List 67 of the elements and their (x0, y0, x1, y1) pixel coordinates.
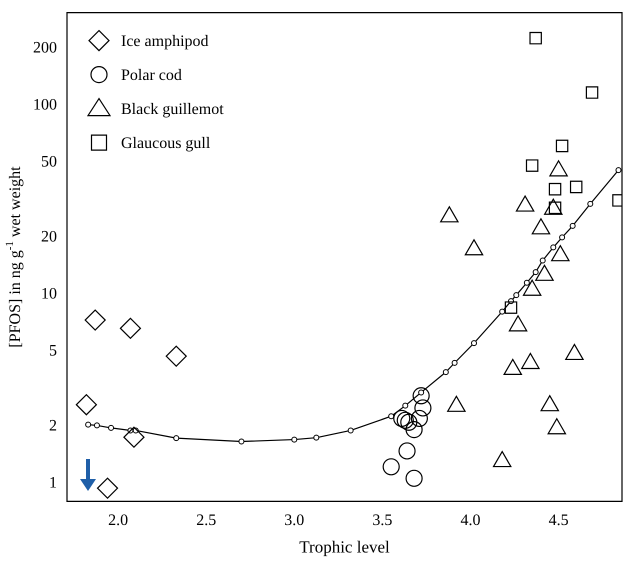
x-tick-label: 2.0 (108, 512, 128, 530)
y-tick-label: 100 (33, 96, 57, 114)
point (398, 442, 416, 460)
point (173, 435, 180, 442)
point (84, 309, 106, 331)
point (348, 427, 354, 434)
point (524, 280, 530, 286)
point (532, 269, 539, 276)
y-tick-label: 10 (41, 285, 57, 302)
point (559, 234, 566, 240)
legend-label: Ice amphipod (121, 32, 209, 50)
point (570, 222, 576, 229)
x-tick-label: 3.5 (372, 512, 392, 530)
point (85, 422, 92, 428)
point (402, 402, 408, 409)
point (526, 159, 538, 172)
legend-label: Glaucous gull (121, 134, 211, 152)
point (291, 436, 298, 443)
y-tick-label: 20 (41, 228, 57, 246)
point (587, 200, 594, 207)
point (504, 301, 518, 314)
x-tick-label: 4.5 (548, 512, 569, 530)
point (615, 167, 622, 174)
point (418, 389, 424, 396)
point (166, 346, 187, 367)
point (405, 470, 423, 487)
point (123, 426, 145, 448)
point (400, 414, 418, 431)
legend-label: Polar cod (121, 66, 182, 84)
y-axis-title: [PFOS] in ng g-1 wet weight (4, 166, 24, 348)
point (540, 257, 546, 264)
x-tick-label: 3.0 (284, 512, 304, 530)
point (393, 410, 410, 428)
point (442, 369, 449, 376)
point (76, 394, 97, 416)
point (410, 410, 428, 428)
y-tick-label: 50 (41, 153, 57, 170)
point (388, 413, 394, 420)
y-tick-label: 2 (49, 417, 57, 434)
point (412, 387, 430, 404)
point (108, 424, 114, 431)
y-tick-label: 200 (33, 40, 57, 57)
point (382, 458, 400, 476)
point (550, 244, 556, 250)
point (405, 420, 423, 438)
point (313, 434, 320, 441)
x-tick-label: 4.0 (460, 512, 480, 530)
point (396, 412, 414, 429)
point (556, 140, 568, 152)
point (570, 180, 582, 194)
point (548, 182, 562, 196)
point (586, 86, 598, 99)
point (238, 438, 244, 445)
x-axis-title: Trophic level (299, 537, 390, 556)
point (471, 340, 477, 346)
y-tick-label: 1 (49, 474, 57, 492)
point (414, 399, 432, 417)
point (529, 32, 542, 44)
point (96, 478, 118, 499)
point (499, 308, 506, 315)
x-tick-label: 2.5 (196, 512, 216, 530)
point (94, 422, 100, 428)
point (452, 360, 458, 366)
legend-label: Black guillemot (121, 100, 224, 118)
point (513, 292, 520, 298)
y-tick-label: 5 (49, 342, 57, 360)
point (120, 318, 142, 339)
